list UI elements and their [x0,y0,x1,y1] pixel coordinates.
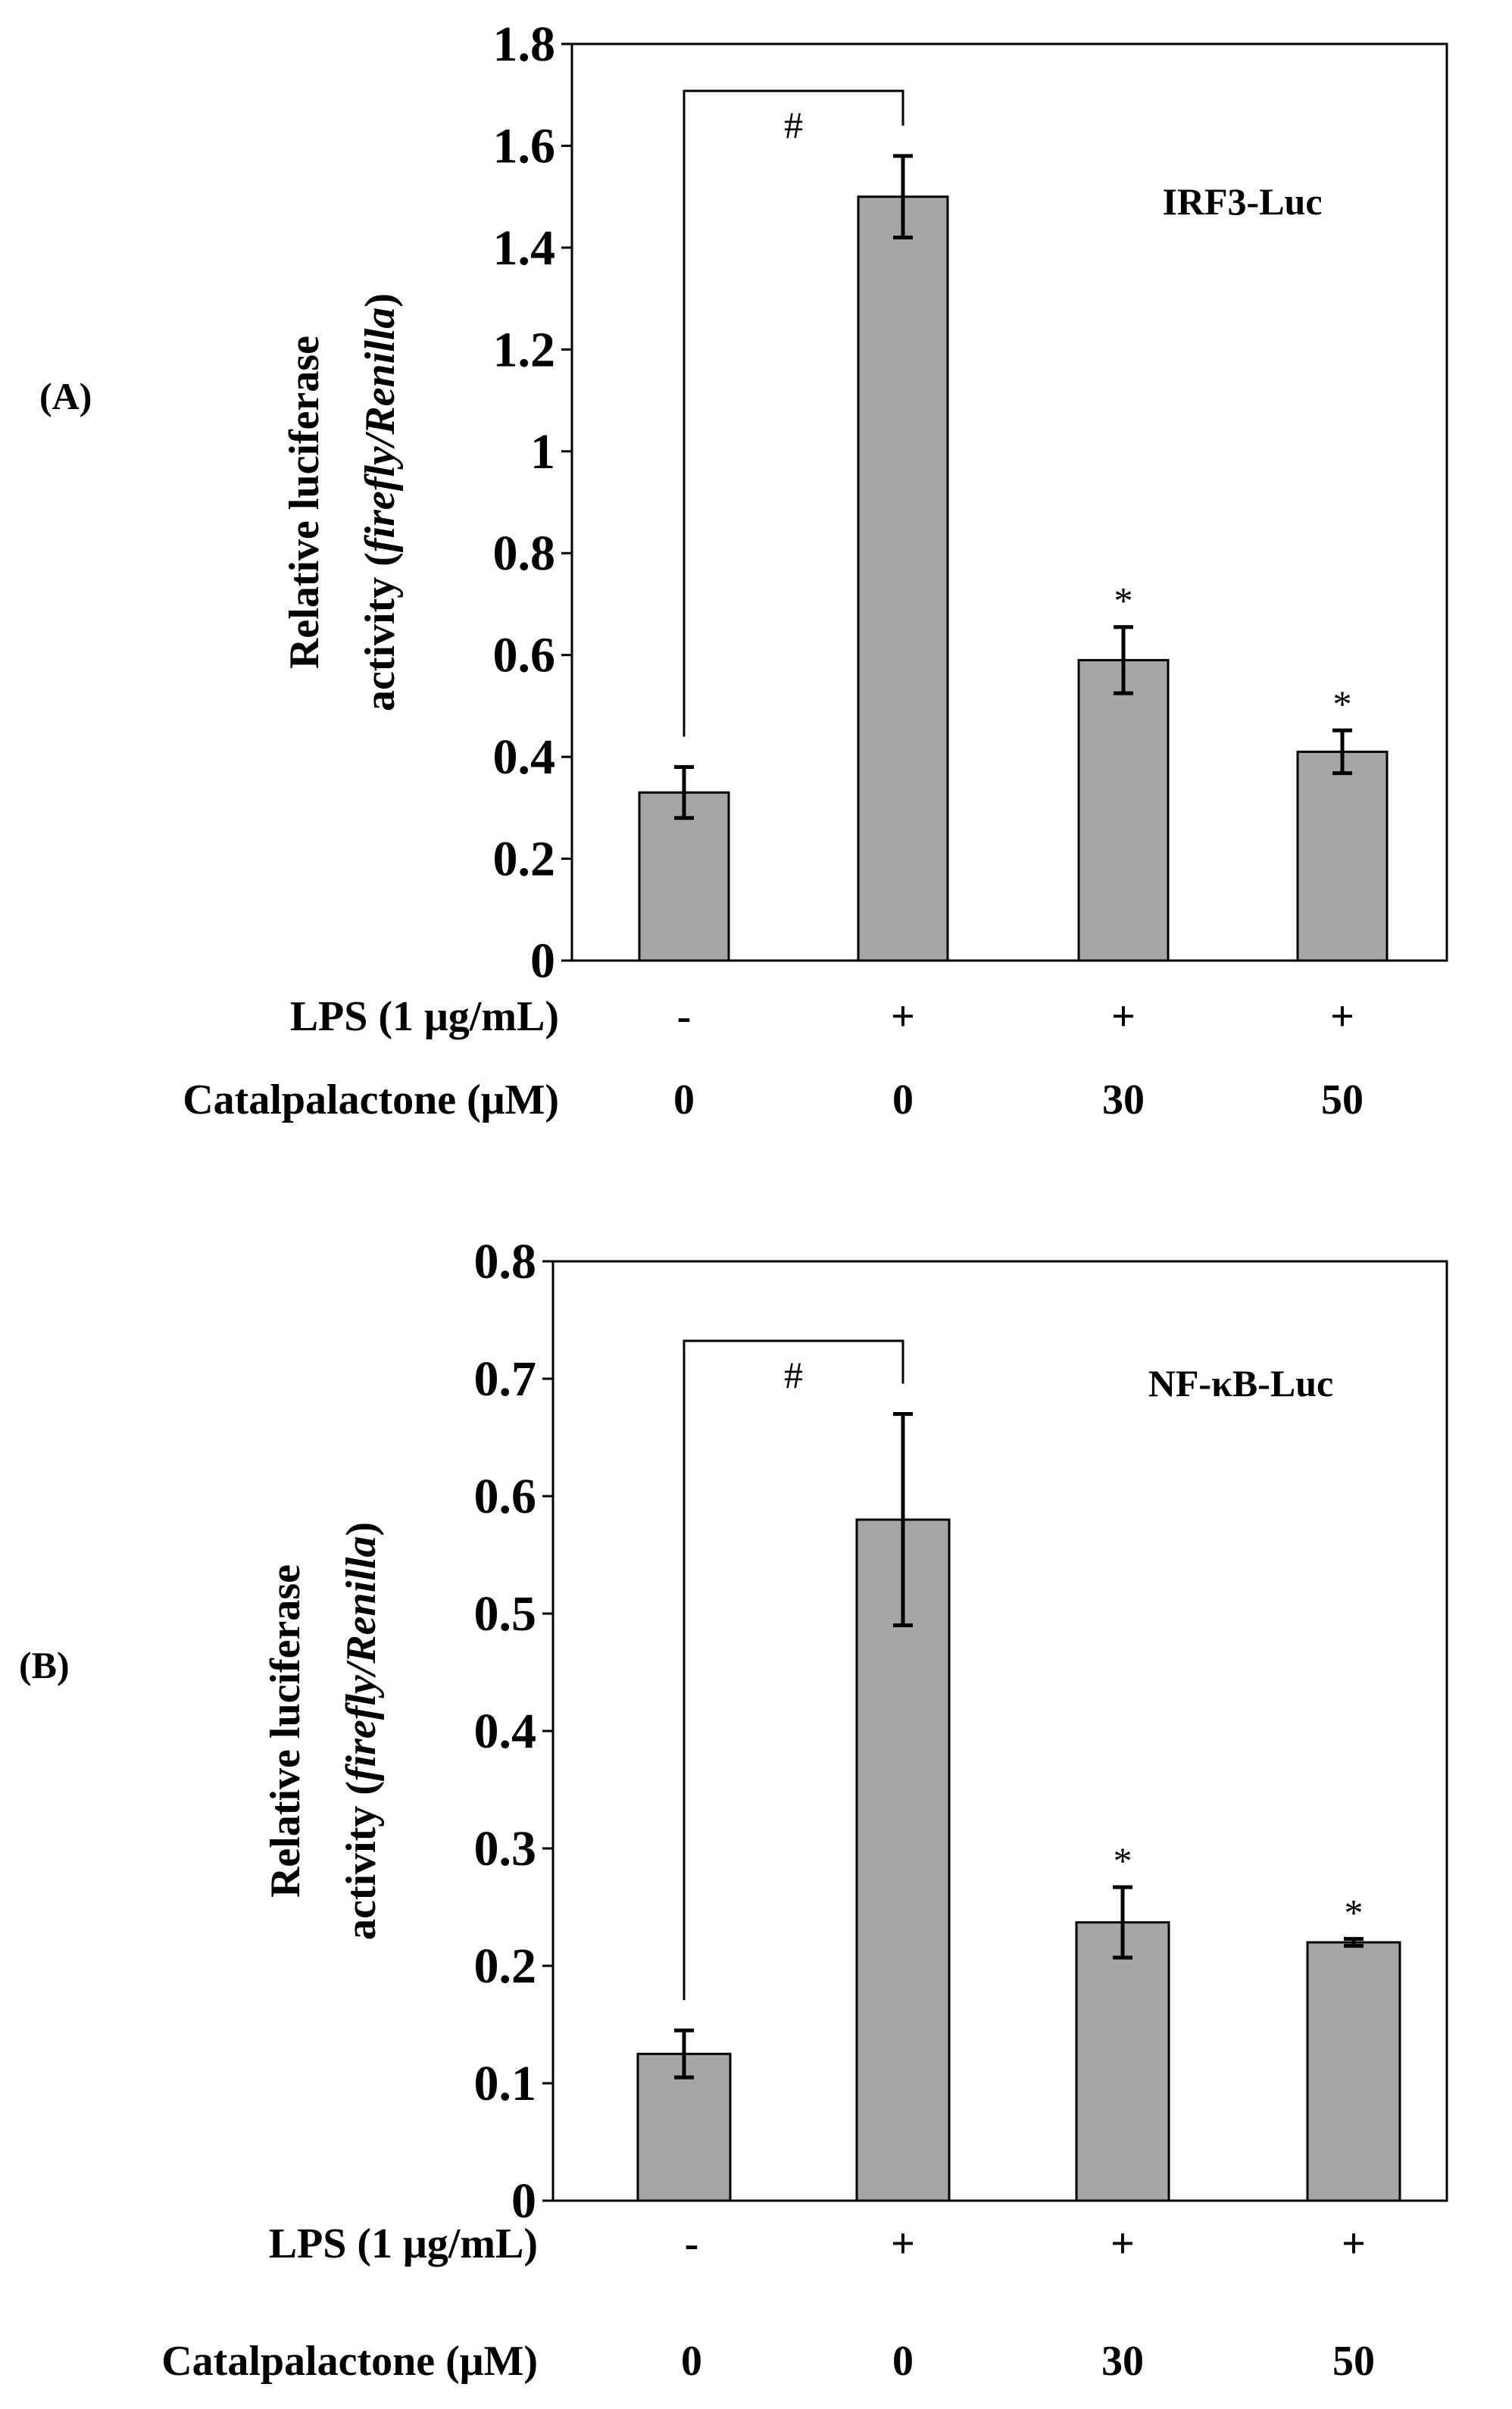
y-axis-label-italic: firefly/Renilla [338,1536,385,1782]
y-tick-label: 0.1 [474,2056,537,2111]
bar [1296,750,1389,962]
y-tick-label: 1.2 [493,322,556,377]
y-tick-label: 0.3 [474,1821,537,1876]
condition-value: + [891,993,915,1040]
y-axis-label-line2: activity (firefly/Renilla) [338,1522,385,1940]
condition-value: - [685,2220,699,2267]
condition-value: - [677,993,692,1040]
condition-value: 0 [892,1076,914,1123]
panel-b: 0 0.1 0.2 0.3 0.4 0.5 0.6 0.7 0.8 Relative lucife… [19,1234,1448,2385]
y-axis-label-prefix: activity ( [357,552,404,711]
condition-value: 0 [681,2338,702,2385]
y-axis-label-suffix: ) [338,1522,385,1536]
y-axis-label-line2: activity (firefly/Renilla) [357,293,404,711]
condition-value: + [891,2220,915,2267]
panel-label: (B) [19,1644,70,1686]
condition-label: LPS (1 μg/mL) [290,993,559,1040]
series-annotation: IRF3-Luc [1162,180,1322,223]
y-tick-label: 1.4 [493,220,556,276]
bracket-label: # [784,1354,803,1396]
bar [1306,1941,1401,2202]
y-axis-label-prefix: activity ( [338,1781,385,1940]
condition-value: 0 [673,1076,695,1123]
bar [857,195,949,962]
y-tick-label: 1 [530,424,555,480]
bar [638,791,730,962]
bar [1077,658,1170,962]
significance-mark: * [1114,1839,1132,1882]
condition-value: 30 [1102,1076,1145,1123]
y-tick-label: 1.8 [493,17,556,72]
significance-mark: * [1114,580,1133,622]
plot-frame [570,42,1448,962]
y-tick-label: 0.4 [474,1704,537,1759]
y-tick-label: 0 [511,2173,536,2229]
y-tick-label: 0.7 [474,1351,537,1407]
y-tick-label: 0.8 [474,1234,537,1289]
significance-mark: * [1345,1891,1364,1933]
panel-a: 0 0.2 0.4 0.6 0.8 1 1.2 1.4 1.6 1.8 Relative lucif… [39,17,1448,1123]
panel-label: (A) [39,375,92,417]
y-axis-label-line1: Relative luciferase [262,1564,309,1898]
comparison-bracket [683,89,904,737]
y-axis-label-suffix: ) [357,293,404,308]
condition-value: + [1111,993,1136,1040]
significance-mark: * [1333,683,1352,725]
y-tick-label: 0.4 [493,730,556,785]
condition-value: + [1330,993,1354,1040]
bar [855,1518,951,2202]
y-tick-label: 0.6 [474,1469,537,1524]
condition-value: + [1342,2220,1366,2267]
y-tick-label: 0.8 [493,526,556,581]
y-tick-label: 0.2 [493,832,556,887]
condition-label: Catalpalactone (μM) [183,1076,559,1123]
condition-label: Catalpalactone (μM) [161,2338,538,2385]
condition-value: 30 [1101,2338,1144,2385]
y-tick-label: 1.6 [493,118,556,173]
y-axis-label-line1: Relative luciferase [281,336,328,669]
condition-value: 50 [1321,1076,1364,1123]
y-tick-label: 0.2 [474,1939,537,1994]
condition-label: LPS (1 μg/mL) [269,2220,538,2267]
condition-value: 50 [1332,2338,1375,2385]
condition-value: + [1111,2220,1135,2267]
series-annotation: NF-κB-Luc [1148,1362,1333,1404]
bar [1075,1921,1170,2202]
comparison-bracket [683,1339,904,2001]
y-tick-label: 0 [530,933,555,989]
y-tick-label: 0.6 [493,628,556,683]
condition-value: 0 [892,2338,914,2385]
bracket-label: # [784,104,803,146]
y-axis-label-italic: firefly/Renilla [357,308,404,553]
y-tick-label: 0.5 [474,1586,537,1642]
